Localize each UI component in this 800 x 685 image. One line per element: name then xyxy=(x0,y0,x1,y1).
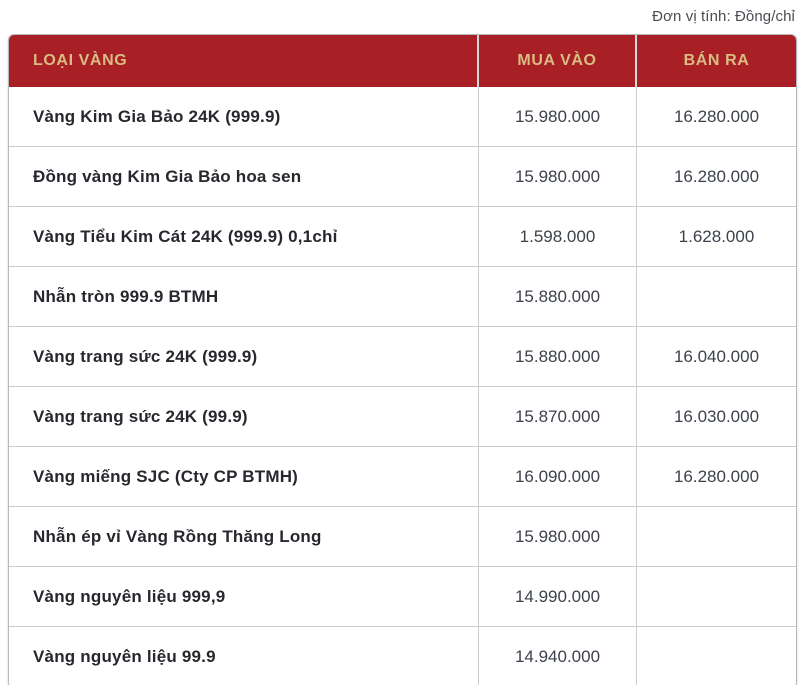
sell-price-cell: 16.280.000 xyxy=(637,447,796,507)
gold-type-cell: Đồng vàng Kim Gia Bảo hoa sen xyxy=(9,147,479,207)
table-row: Vàng Tiểu Kim Cát 24K (999.9) 0,1chỉ 1.5… xyxy=(9,207,796,267)
sell-price-cell xyxy=(637,267,796,327)
sell-price-cell: 16.030.000 xyxy=(637,387,796,447)
table-row: Vàng nguyên liệu 999,9 14.990.000 xyxy=(9,567,796,627)
sell-price-cell: 16.040.000 xyxy=(637,327,796,387)
sell-price-cell xyxy=(637,567,796,627)
header-gold-type: LOẠI VÀNG xyxy=(9,35,479,87)
gold-type-cell: Vàng miếng SJC (Cty CP BTMH) xyxy=(9,447,479,507)
table-row: Nhẫn tròn 999.9 BTMH 15.880.000 xyxy=(9,267,796,327)
buy-price-cell: 16.090.000 xyxy=(479,447,637,507)
table-row: Nhẫn ép vỉ Vàng Rồng Thăng Long 15.980.0… xyxy=(9,507,796,567)
sell-price-cell: 16.280.000 xyxy=(637,87,796,147)
gold-type-cell: Vàng nguyên liệu 999,9 xyxy=(9,567,479,627)
sell-price-cell: 16.280.000 xyxy=(637,147,796,207)
sell-price-cell xyxy=(637,507,796,567)
gold-type-cell: Vàng trang sức 24K (999.9) xyxy=(9,327,479,387)
table-body: Vàng Kim Gia Bảo 24K (999.9) 15.980.000 … xyxy=(9,87,796,685)
gold-type-cell: Vàng Kim Gia Bảo 24K (999.9) xyxy=(9,87,479,147)
sell-price-cell xyxy=(637,627,796,685)
table-row: Vàng trang sức 24K (99.9) 15.870.000 16.… xyxy=(9,387,796,447)
gold-price-table: LOẠI VÀNG MUA VÀO BÁN RA Vàng Kim Gia Bả… xyxy=(8,34,797,685)
sell-price-cell: 1.628.000 xyxy=(637,207,796,267)
buy-price-cell: 15.980.000 xyxy=(479,147,637,207)
gold-type-cell: Vàng Tiểu Kim Cát 24K (999.9) 0,1chỉ xyxy=(9,207,479,267)
gold-type-cell: Nhẫn ép vỉ Vàng Rồng Thăng Long xyxy=(9,507,479,567)
gold-type-cell: Nhẫn tròn 999.9 BTMH xyxy=(9,267,479,327)
table-row: Vàng miếng SJC (Cty CP BTMH) 16.090.000 … xyxy=(9,447,796,507)
gold-type-cell: Vàng trang sức 24K (99.9) xyxy=(9,387,479,447)
buy-price-cell: 15.980.000 xyxy=(479,87,637,147)
header-row: LOẠI VÀNG MUA VÀO BÁN RA xyxy=(9,35,796,87)
unit-note: Đơn vị tính: Đồng/chỉ xyxy=(652,8,795,25)
buy-price-cell: 15.980.000 xyxy=(479,507,637,567)
table-header: LOẠI VÀNG MUA VÀO BÁN RA xyxy=(9,35,796,87)
header-sell-price: BÁN RA xyxy=(637,35,796,87)
buy-price-cell: 15.870.000 xyxy=(479,387,637,447)
buy-price-cell: 1.598.000 xyxy=(479,207,637,267)
header-buy-price: MUA VÀO xyxy=(479,35,637,87)
buy-price-cell: 15.880.000 xyxy=(479,267,637,327)
buy-price-cell: 15.880.000 xyxy=(479,327,637,387)
gold-type-cell: Vàng nguyên liệu 99.9 xyxy=(9,627,479,685)
table-row: Vàng Kim Gia Bảo 24K (999.9) 15.980.000 … xyxy=(9,87,796,147)
table-row: Vàng nguyên liệu 99.9 14.940.000 xyxy=(9,627,796,685)
table-row: Vàng trang sức 24K (999.9) 15.880.000 16… xyxy=(9,327,796,387)
table-row: Đồng vàng Kim Gia Bảo hoa sen 15.980.000… xyxy=(9,147,796,207)
buy-price-cell: 14.940.000 xyxy=(479,627,637,685)
buy-price-cell: 14.990.000 xyxy=(479,567,637,627)
